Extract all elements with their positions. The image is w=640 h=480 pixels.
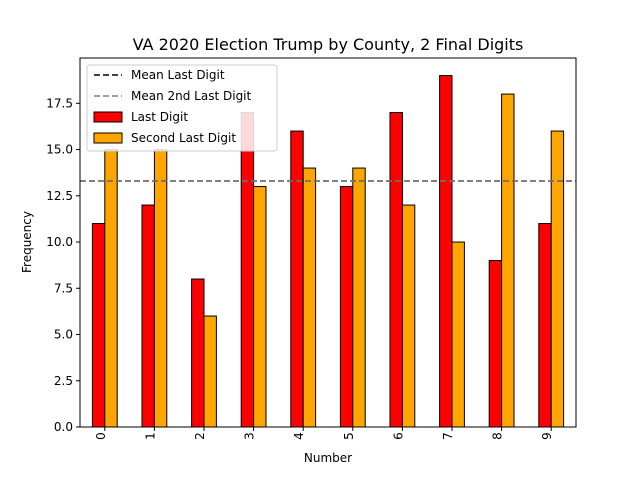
bar-last-digit-8 [488,260,503,428]
legend-entry-label: Second Last Digit [131,131,236,145]
y-tick-label: 12.5 [46,189,73,203]
legend-patch-swatch [93,111,123,123]
x-axis-label: Number [304,451,352,465]
bar-second-last-digit-0 [104,149,118,428]
bar-last-digit-7 [439,75,453,428]
legend: Mean Last Digit Mean 2nd Last Digit Last D… [86,64,278,152]
x-tick-label-8: 8 [491,432,505,440]
bar-second-last-digit-2 [203,315,217,428]
x-tick-label-2: 2 [193,432,207,440]
x-axis: 0 1 2 3 4 5 6 7 8 9 [94,427,554,440]
x-tick-label-0: 0 [94,432,108,440]
y-tick-label: 15.0 [46,143,73,157]
y-tick-label: 2.5 [54,374,73,388]
legend-entry-label: Last Digit [131,110,188,124]
y-tick-label: 0.0 [54,420,73,434]
x-tick-label-9: 9 [540,432,554,440]
bar-second-last-digit-3 [253,186,267,428]
bar-second-last-digit-4 [302,167,317,428]
bar-last-digit-9 [538,223,552,428]
bar-second-last-digit-6 [401,204,416,428]
bar-last-digit-1 [141,204,155,428]
y-axis: 0.0 2.5 5.0 7.5 10.0 12.5 15.0 17.5 [46,96,80,434]
x-tick-label-1: 1 [143,432,157,440]
legend-entry-label: Mean 2nd Last Digit [131,89,252,103]
bar-last-digit-5 [339,186,354,428]
y-tick-label: 10.0 [46,235,73,249]
bar-second-last-digit-1 [153,149,168,428]
bar-last-digit-4 [290,130,304,428]
x-tick-label-6: 6 [391,432,405,440]
bar-second-last-digit-5 [352,167,366,428]
bar-last-digit-3 [240,112,255,428]
x-tick-label-3: 3 [243,432,257,440]
x-tick-label-5: 5 [342,432,356,440]
y-tick-label: 7.5 [54,281,73,295]
y-axis-label: Frequency [20,211,34,273]
bar-second-last-digit-8 [501,93,515,428]
bar-second-last-digit-9 [550,130,565,428]
bar-last-digit-6 [389,112,403,428]
legend-entry-label: Mean Last Digit [131,68,225,82]
x-tick-label-7: 7 [441,432,455,440]
x-tick-label-4: 4 [292,432,306,440]
y-tick-label: 17.5 [46,96,73,110]
legend-box [86,64,278,152]
bar-second-last-digit-7 [451,241,465,428]
bar-last-digit-0 [91,223,106,428]
y-tick-label: 5.0 [54,328,73,342]
legend-patch-swatch [93,132,123,144]
bar-last-digit-2 [191,278,205,428]
chart-title: VA 2020 Election Trump by County, 2 Fina… [133,35,524,54]
